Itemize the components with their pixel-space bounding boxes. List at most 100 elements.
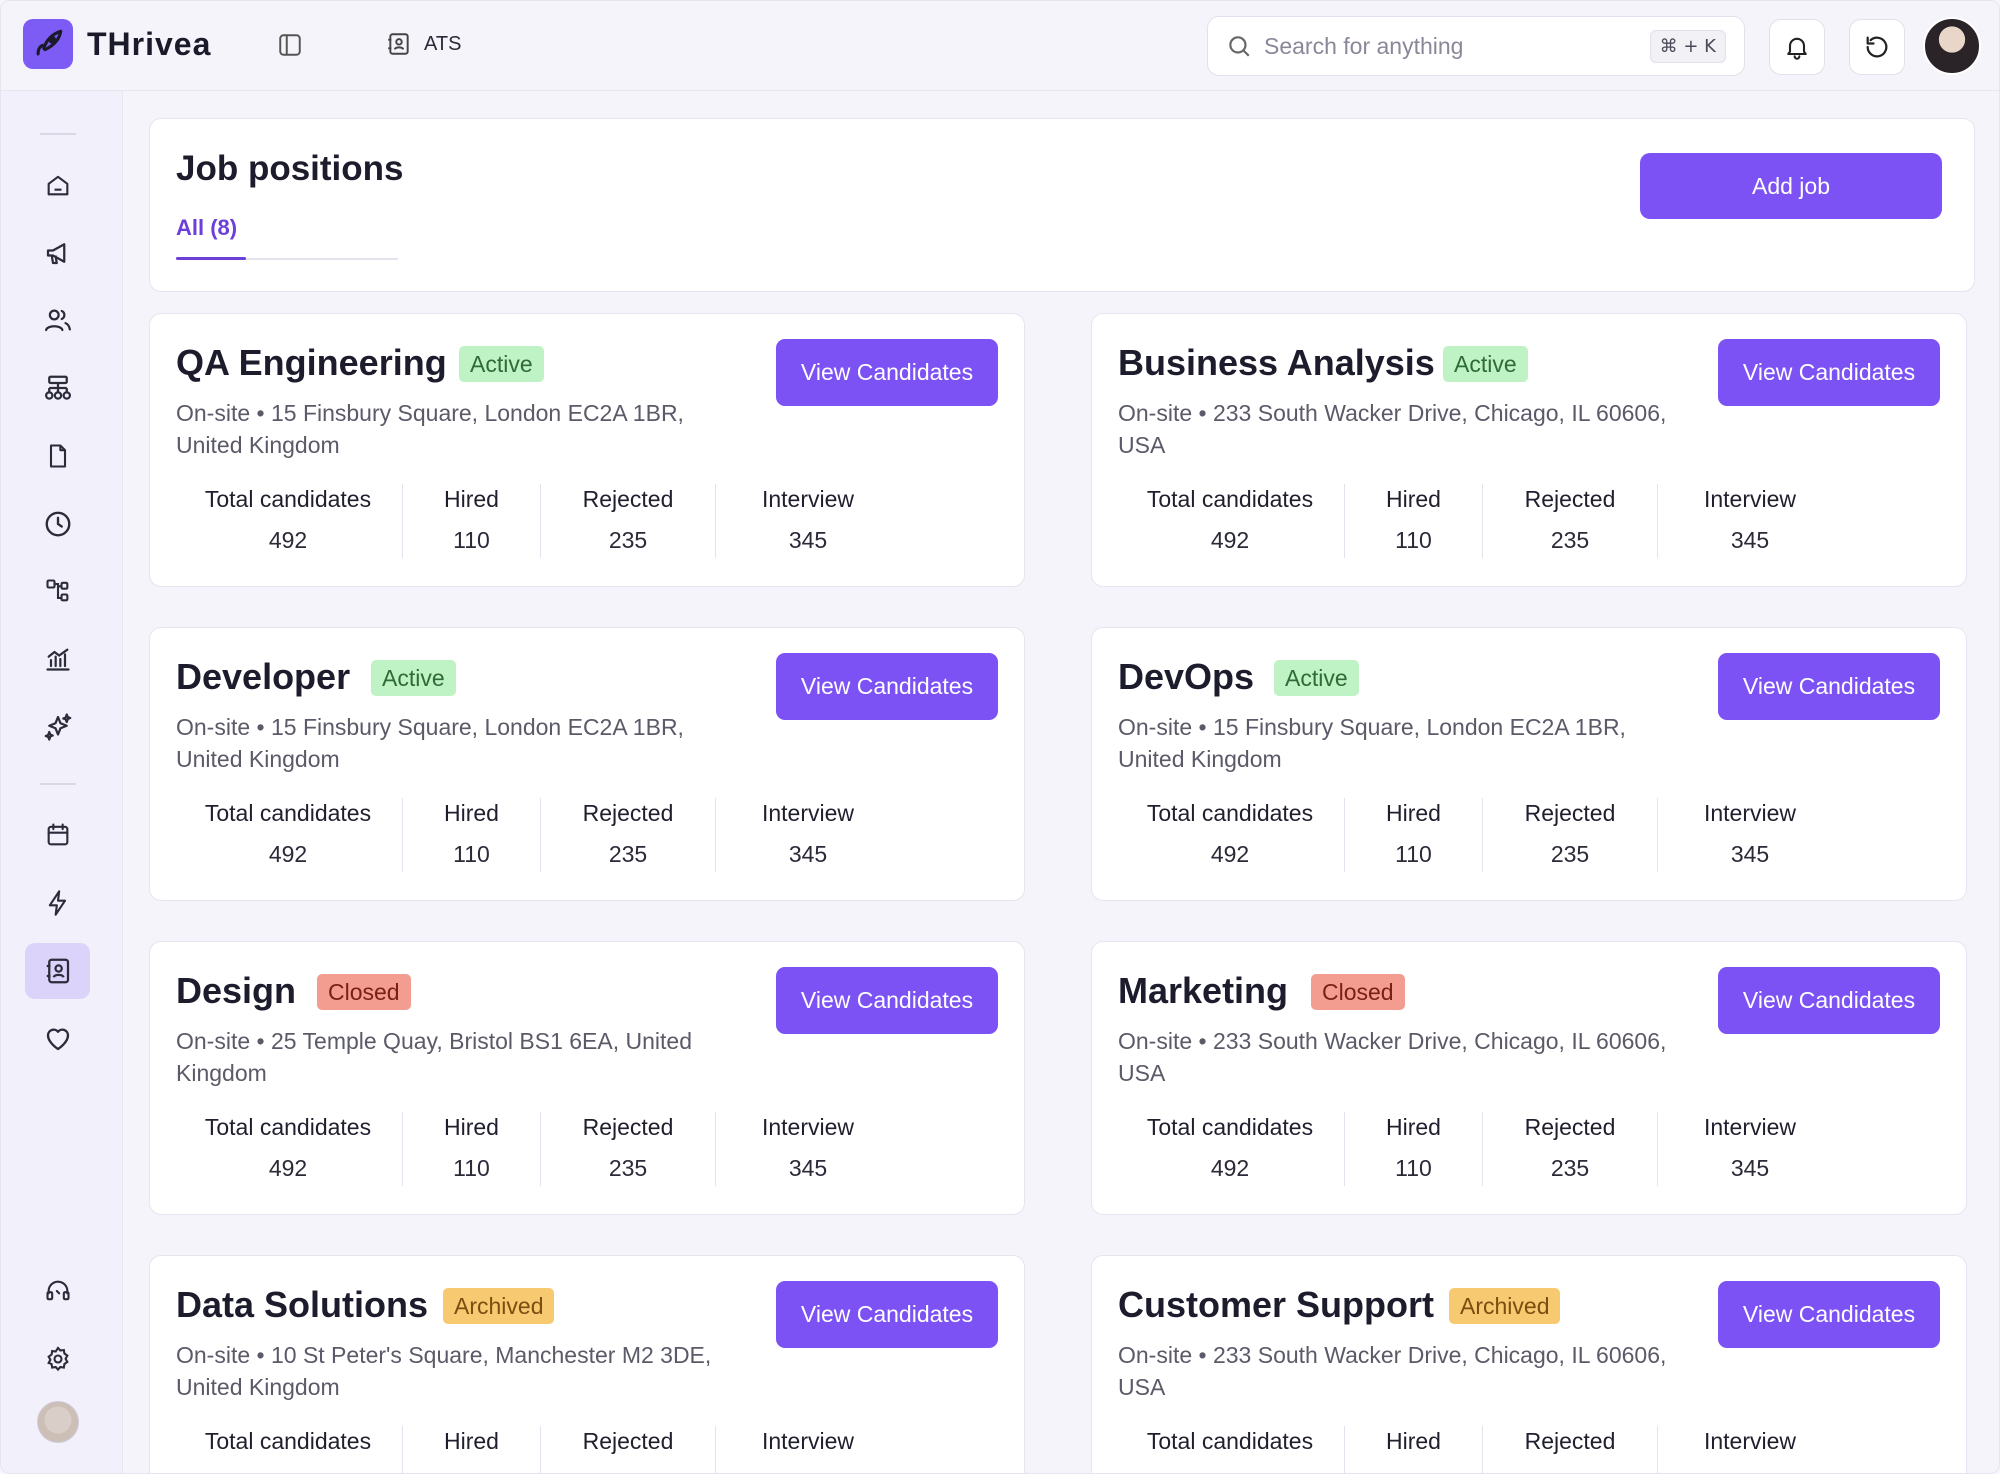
stat-value: 110 <box>453 1155 490 1181</box>
search-input[interactable]: Search for anything <box>1264 32 1464 59</box>
stat-label: Hired <box>1386 486 1441 512</box>
stat-label: Rejected <box>582 800 674 826</box>
job-location: On-site • 233 South Wacker Drive, Chicag… <box>1118 1342 1667 1400</box>
tab-all[interactable]: All (8) <box>176 215 238 240</box>
stat-rejected: Rejected <box>540 1426 715 1473</box>
stat-total: Total candidates <box>1116 1426 1344 1473</box>
breadcrumb[interactable]: ATS <box>386 31 461 57</box>
stat-value: 110 <box>1395 841 1432 867</box>
stat-label: Rejected <box>582 486 674 512</box>
job-title: Business Analysis <box>1118 342 1435 383</box>
stat-total: Total candidates 492 <box>1116 798 1344 872</box>
sidebar-item-support[interactable] <box>25 1263 90 1319</box>
job-card: Design Closed View Candidates On-site • … <box>149 941 1025 1215</box>
stat-label: Interview <box>1703 1114 1797 1140</box>
view-candidates-button[interactable]: View Candidates <box>1718 967 1940 1034</box>
stat-label: Hired <box>444 486 499 512</box>
sidebar-item-people[interactable] <box>25 292 90 348</box>
sidebar-item-ats[interactable] <box>25 943 90 999</box>
workspace-avatar[interactable] <box>37 1401 79 1443</box>
breadcrumb-label: ATS <box>424 32 462 55</box>
stat-interview: Interview 345 <box>1657 1112 1842 1186</box>
stat-interview: Interview 345 <box>715 484 900 558</box>
stat-label: Rejected <box>582 1428 674 1454</box>
stat-hired: Hired 110 <box>1344 1112 1482 1186</box>
refresh-icon <box>1863 33 1891 61</box>
stat-rejected: Rejected 235 <box>1482 484 1657 558</box>
job-title: DevOps <box>1118 656 1255 697</box>
stat-rejected: Rejected <box>1482 1426 1657 1473</box>
logo[interactable]: THrivea <box>23 19 211 69</box>
job-card: Data Solutions Archived View Candidates … <box>149 1255 1025 1473</box>
status-badge: Closed <box>317 974 411 1010</box>
refresh-button[interactable] <box>1849 19 1905 75</box>
stat-hired: Hired 110 <box>402 1112 540 1186</box>
stat-rejected: Rejected 235 <box>540 1112 715 1186</box>
search-icon <box>1226 33 1252 59</box>
stat-value: 235 <box>1550 527 1590 553</box>
view-candidates-button[interactable]: View Candidates <box>776 1281 998 1348</box>
sidebar-item-time[interactable] <box>25 496 90 552</box>
users-icon <box>43 305 73 335</box>
job-stats: Total candidates 492 Hired 110 Rejected 235… <box>1116 484 1842 558</box>
status-badge: Archived <box>1449 1288 1561 1324</box>
sidebar-item-workflows[interactable] <box>25 563 90 619</box>
job-stats: Total candidates Hired Rejected Intervie… <box>174 1426 900 1473</box>
stat-value: 345 <box>788 841 828 867</box>
stat-value: 345 <box>1730 1155 1770 1181</box>
sidebar-divider <box>40 783 76 785</box>
view-candidates-button[interactable]: View Candidates <box>1718 339 1940 406</box>
stat-label: Total candidates <box>204 1114 372 1140</box>
stat-interview: Interview 345 <box>715 1112 900 1186</box>
sidebar-item-analytics[interactable] <box>25 631 90 687</box>
sidebar-item-organization[interactable] <box>25 360 90 416</box>
view-candidates-button[interactable]: View Candidates <box>776 653 998 720</box>
clock-icon <box>43 509 73 539</box>
stat-label: Total candidates <box>204 486 372 512</box>
stat-rejected: Rejected 235 <box>540 798 715 872</box>
stat-interview: Interview 345 <box>1657 798 1842 872</box>
sidebar-item-documents[interactable] <box>25 428 90 484</box>
user-avatar[interactable] <box>1923 17 1981 75</box>
search-bar[interactable]: Search for anything ⌘ + K <box>1207 16 1745 76</box>
stat-label: Interview <box>761 1428 855 1454</box>
sidebar-item-home[interactable] <box>25 157 90 213</box>
job-location: On-site • 15 Finsbury Square, London EC2… <box>176 400 684 458</box>
stat-total: Total candidates 492 <box>174 798 402 872</box>
add-job-button[interactable]: Add job <box>1640 153 1942 219</box>
job-card: Marketing Closed View Candidates On-site… <box>1091 941 1967 1215</box>
job-location: On-site • 25 Temple Quay, Bristol BS1 6E… <box>176 1028 692 1086</box>
sidebar-item-automations[interactable] <box>25 875 90 931</box>
stat-interview: Interview <box>715 1426 900 1473</box>
view-candidates-button[interactable]: View Candidates <box>776 339 998 406</box>
sidebar <box>1 91 123 1473</box>
notifications-button[interactable] <box>1769 19 1825 75</box>
stat-total: Total candidates 492 <box>174 484 402 558</box>
stat-value: 492 <box>268 527 308 553</box>
heart-icon <box>43 1024 73 1054</box>
sidebar-toggle-icon[interactable] <box>277 32 303 58</box>
job-stats: Total candidates 492 Hired 110 Rejected 235… <box>174 798 900 872</box>
sidebar-item-settings[interactable] <box>25 1331 90 1387</box>
sidebar-item-wellbeing[interactable] <box>25 1011 90 1067</box>
app-name: THrivea <box>87 25 212 62</box>
stat-interview: Interview 345 <box>1657 484 1842 558</box>
stat-value: 110 <box>453 527 490 553</box>
view-candidates-button[interactable]: View Candidates <box>1718 653 1940 720</box>
sidebar-item-ai[interactable] <box>25 699 90 755</box>
stat-label: Rejected <box>1524 1114 1616 1140</box>
tab-track <box>176 258 398 260</box>
workflow-icon <box>44 577 72 605</box>
job-location: On-site • 10 St Peter's Square, Manchest… <box>176 1342 712 1400</box>
contact-book-icon <box>386 31 412 57</box>
sidebar-item-calendar[interactable] <box>25 807 90 863</box>
stat-value: 110 <box>1395 1155 1432 1181</box>
stat-label: Total candidates <box>204 800 372 826</box>
view-candidates-button[interactable]: View Candidates <box>776 967 998 1034</box>
view-candidates-button[interactable]: View Candidates <box>1718 1281 1940 1348</box>
status-badge: Archived <box>443 1288 555 1324</box>
stat-hired: Hired 110 <box>402 484 540 558</box>
stat-label: Interview <box>761 1114 855 1140</box>
sidebar-item-campaigns[interactable] <box>25 225 90 281</box>
job-location: On-site • 233 South Wacker Drive, Chicag… <box>1118 400 1667 458</box>
